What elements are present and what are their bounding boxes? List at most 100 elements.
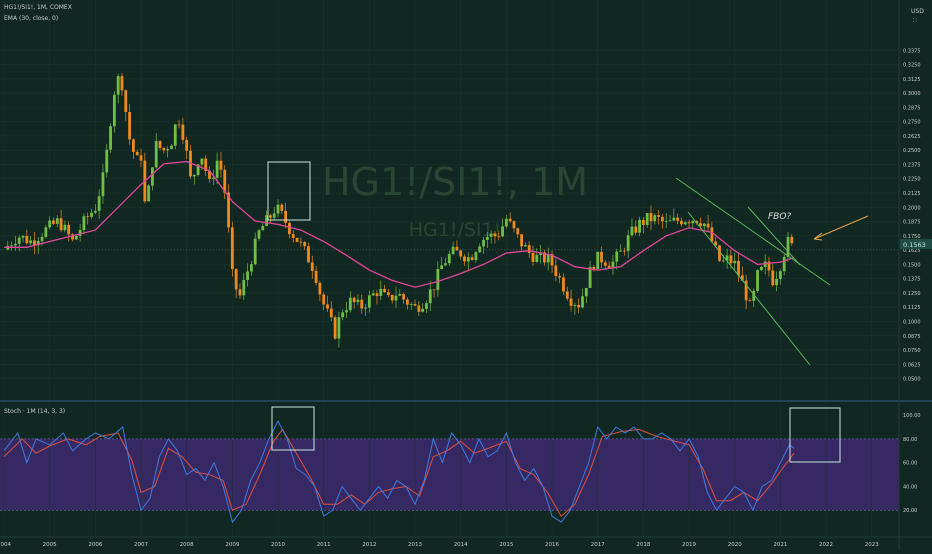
candle-body xyxy=(71,234,74,240)
candle-body xyxy=(356,299,360,303)
candle-body xyxy=(257,230,261,239)
candle-body xyxy=(740,275,744,281)
candle-body xyxy=(782,256,786,272)
candle-body xyxy=(676,217,680,221)
candle-body xyxy=(501,226,504,237)
candle-body xyxy=(284,210,288,223)
currency-label[interactable]: USD xyxy=(911,8,924,15)
candle-body xyxy=(508,218,512,222)
stoch-k-line xyxy=(3,420,795,524)
y-tick-label: 0.2750 xyxy=(903,120,921,126)
x-tick-label: 2013 xyxy=(408,542,422,548)
candle-body xyxy=(600,251,603,263)
candle-body xyxy=(390,294,394,301)
candle-body xyxy=(333,317,337,339)
candle-body xyxy=(752,290,756,301)
candle-body xyxy=(299,241,303,243)
channel-mid-line[interactable] xyxy=(747,206,801,266)
candle-body xyxy=(10,245,14,247)
candle-body xyxy=(721,260,725,262)
candle-body xyxy=(584,287,588,297)
stoch-tick-label: 20.00 xyxy=(903,508,917,514)
candle-body xyxy=(288,222,291,235)
candle-body xyxy=(482,239,485,247)
highlight-box-price-2010[interactable] xyxy=(267,161,311,221)
channel-lower-line[interactable] xyxy=(687,211,811,366)
y-tick-label: 0.2250 xyxy=(903,177,921,183)
candle-body xyxy=(558,276,562,278)
ema-layer xyxy=(4,160,795,288)
candle-body xyxy=(386,292,390,295)
candle-body xyxy=(200,158,204,165)
candle-body xyxy=(173,124,177,146)
candle-body xyxy=(234,269,238,290)
annotation-arrow[interactable] xyxy=(813,215,869,240)
candle-body xyxy=(546,254,550,263)
y-tick-label: 0.3375 xyxy=(903,48,921,54)
candle-body xyxy=(40,236,44,242)
stoch-tick-label: 60.00 xyxy=(903,461,917,467)
y-tick-label: 0.1000 xyxy=(903,319,921,325)
highlight-box-stoch-2010[interactable] xyxy=(271,406,315,451)
candle-body xyxy=(695,220,699,224)
annotation-label[interactable]: FBO? xyxy=(768,212,791,222)
candle-body xyxy=(543,252,546,263)
candle-body xyxy=(97,196,101,211)
candle-body xyxy=(577,304,581,308)
candle-body xyxy=(307,246,310,263)
stoch-legend[interactable]: Stoch · 1M (14, 3, 3) xyxy=(4,408,65,415)
price-axis[interactable]: 0.3375 0.3250 0.3125 0.3000 0.2875 0.2750 0.26… xyxy=(903,48,921,382)
candle-body xyxy=(139,155,143,161)
candle-body xyxy=(649,213,653,222)
last-price-value: 0.1563 xyxy=(903,241,926,249)
candle-body xyxy=(364,307,367,309)
candle-body xyxy=(504,218,508,227)
y-tick-label: 0.2375 xyxy=(903,162,921,168)
candle-body xyxy=(718,245,721,261)
candle-body xyxy=(630,226,634,236)
y-tick-label: 0.1250 xyxy=(903,291,921,297)
candle-body xyxy=(227,192,230,228)
candle-body xyxy=(29,240,33,244)
candle-body xyxy=(459,250,463,257)
candle-body xyxy=(223,169,227,193)
candle-body xyxy=(440,265,444,270)
candle-body xyxy=(744,280,748,301)
time-axis[interactable]: 2004 2005 2006 2007 2008 2009 2010 2011 2012 2013… xyxy=(0,542,879,548)
candle-body xyxy=(657,215,661,217)
candle-body xyxy=(348,297,352,311)
candle-body xyxy=(295,237,299,242)
x-tick-label: 2008 xyxy=(180,542,194,548)
candle-body xyxy=(406,299,409,305)
x-tick-label: 2005 xyxy=(43,542,57,548)
channel-upper-line[interactable] xyxy=(675,177,831,286)
candle-body xyxy=(710,227,714,242)
candle-body xyxy=(177,124,181,126)
candle-body xyxy=(211,177,215,179)
candle-body xyxy=(588,266,592,288)
candle-body xyxy=(790,236,794,244)
candle-body xyxy=(147,185,151,202)
candle-body xyxy=(25,235,29,244)
candle-body xyxy=(249,264,253,272)
y-tick-label: 0.2000 xyxy=(903,205,921,211)
candle-body xyxy=(466,257,470,262)
highlight-box-stoch-2021[interactable] xyxy=(789,407,841,463)
candle-body xyxy=(729,255,733,264)
candle-body xyxy=(425,303,428,309)
stoch-layer xyxy=(3,420,795,524)
candle-body xyxy=(303,242,307,247)
candle-body xyxy=(383,288,386,293)
watermark-symbol-small: HG1!/SI1! xyxy=(409,219,502,241)
candle-body xyxy=(90,212,93,217)
candle-body xyxy=(535,254,539,262)
stoch-axis[interactable]: 100.00 80.00 60.00 40.00 20.00 xyxy=(903,413,921,514)
candle-body xyxy=(641,219,645,225)
candle-body xyxy=(48,220,52,228)
ema-legend[interactable]: EMA (30, close, 0) xyxy=(4,15,58,22)
symbol-title[interactable]: HG1!/SI1!, 1M, COMEX xyxy=(4,4,72,11)
candle-body xyxy=(93,210,97,213)
x-tick-label: 2014 xyxy=(454,542,468,548)
